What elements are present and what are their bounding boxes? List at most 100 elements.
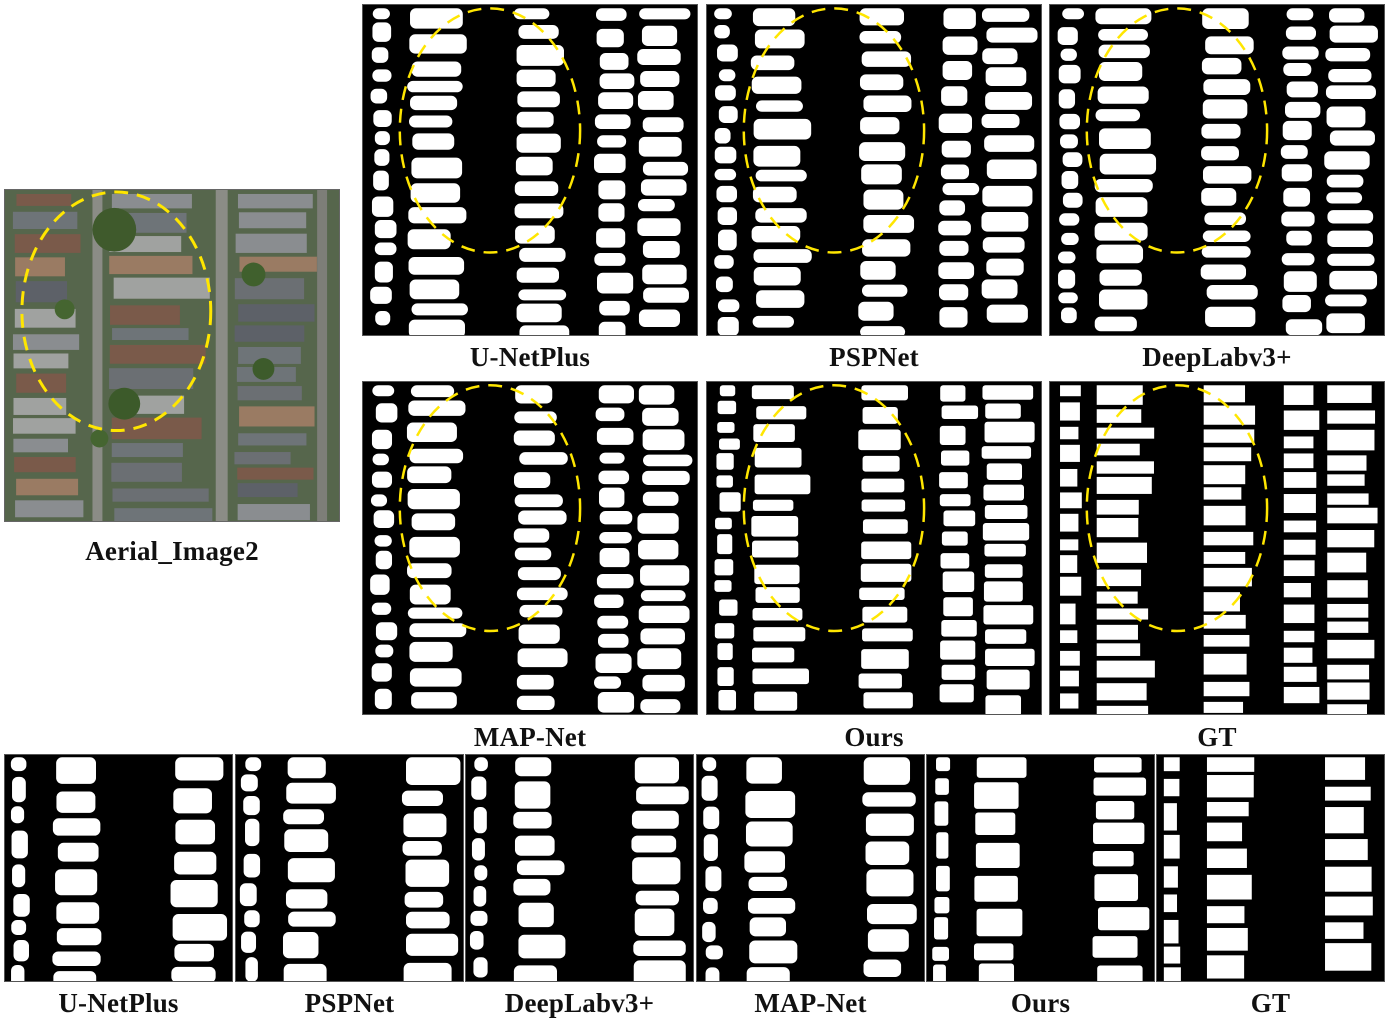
building-mask <box>372 453 389 466</box>
building-mask <box>597 135 627 148</box>
building-mask <box>939 684 974 703</box>
building-mask <box>56 902 100 924</box>
building-mask <box>409 668 462 687</box>
roof <box>109 368 194 390</box>
building-mask <box>1201 146 1239 161</box>
building-mask <box>1096 443 1140 456</box>
building-mask <box>754 691 798 711</box>
building-mask <box>1163 967 1181 981</box>
building-mask <box>859 587 905 600</box>
building-mask <box>411 61 462 77</box>
building-mask <box>705 967 720 981</box>
building-mask <box>863 215 915 233</box>
building-mask <box>637 218 681 237</box>
building-mask <box>718 106 738 123</box>
building-mask <box>402 840 442 856</box>
building-mask <box>939 307 968 328</box>
building-mask <box>371 196 394 217</box>
building-mask <box>1058 292 1078 304</box>
building-mask <box>744 851 786 873</box>
building-mask <box>1092 936 1138 958</box>
building-mask <box>1327 621 1369 633</box>
building-mask <box>596 228 626 248</box>
segmentation-mask <box>239 757 461 981</box>
roof <box>111 443 183 458</box>
building-mask <box>754 474 811 495</box>
building-mask <box>637 49 681 66</box>
building-mask <box>1283 520 1317 533</box>
building-mask <box>701 775 718 801</box>
building-mask <box>1096 660 1155 678</box>
building-mask <box>717 299 740 313</box>
building-mask <box>753 145 801 167</box>
building-mask <box>863 95 912 113</box>
roof <box>237 504 310 521</box>
building-mask <box>597 633 629 648</box>
building-mask <box>981 212 1029 232</box>
building-mask <box>519 452 568 465</box>
building-mask <box>719 599 738 616</box>
building-mask <box>1060 603 1076 625</box>
building-mask <box>513 472 551 488</box>
building-mask <box>173 788 212 814</box>
building-mask <box>939 200 966 216</box>
building-mask <box>1058 64 1081 84</box>
roof <box>14 456 76 473</box>
building-mask <box>406 422 457 443</box>
building-mask <box>714 559 734 576</box>
building-mask <box>1283 187 1311 207</box>
building-mask <box>1163 919 1179 944</box>
building-mask <box>515 757 552 777</box>
roof <box>15 500 84 518</box>
building-mask <box>1062 152 1083 168</box>
building-mask <box>941 140 971 158</box>
building-mask <box>1060 48 1077 61</box>
segmentation-mask <box>1057 7 1378 335</box>
building-mask <box>862 628 913 642</box>
building-mask <box>1325 922 1364 939</box>
caption-pspnet-top: PSPNet <box>829 342 919 372</box>
building-mask <box>941 405 979 419</box>
bottom-panel-ours <box>926 754 1155 982</box>
building-mask <box>640 179 687 196</box>
building-mask <box>1283 410 1320 430</box>
top-panel-pspnet <box>706 4 1042 336</box>
building-mask <box>640 628 685 645</box>
building-mask <box>717 317 739 335</box>
building-mask <box>939 494 971 507</box>
building-mask <box>642 470 690 485</box>
building-mask <box>1329 130 1375 146</box>
building-mask <box>1092 850 1134 867</box>
building-mask <box>981 279 1018 299</box>
building-mask <box>517 567 561 581</box>
highlight-ellipse <box>1085 384 1269 633</box>
building-mask <box>859 142 906 161</box>
building-mask <box>860 117 900 135</box>
highlight-ellipse <box>742 384 926 633</box>
building-mask <box>373 110 392 127</box>
building-mask <box>370 286 392 304</box>
building-mask <box>705 945 723 960</box>
building-mask <box>1060 444 1080 462</box>
building-mask <box>170 879 218 908</box>
building-mask <box>933 964 946 981</box>
segmentation-mask <box>701 757 917 981</box>
building-mask <box>244 910 260 928</box>
building-mask <box>372 8 390 20</box>
building-mask <box>243 853 261 878</box>
building-mask <box>473 807 487 834</box>
roof <box>113 277 210 299</box>
building-mask <box>939 472 968 489</box>
building-mask <box>859 30 902 44</box>
building-mask <box>595 407 625 422</box>
building-mask <box>516 133 561 153</box>
building-mask <box>717 534 733 555</box>
building-mask <box>1098 29 1149 41</box>
building-mask <box>375 403 398 423</box>
building-mask <box>1096 499 1139 515</box>
building-mask <box>755 587 800 603</box>
building-mask <box>746 757 782 784</box>
building-mask <box>862 455 900 472</box>
building-mask <box>974 875 1018 902</box>
building-mask <box>719 492 741 512</box>
